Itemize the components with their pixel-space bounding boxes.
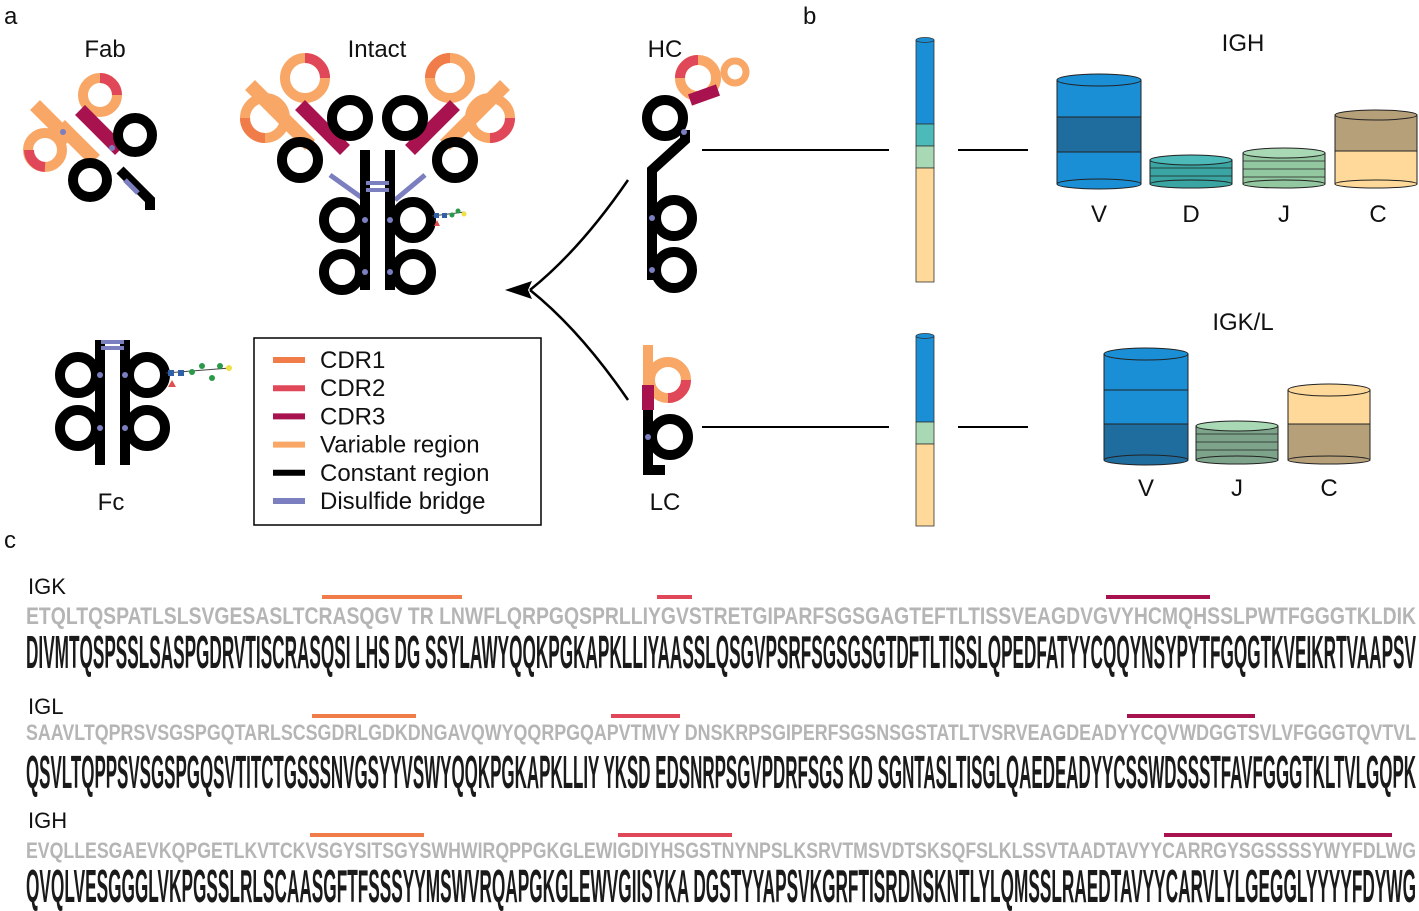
assembly-arrow (505, 179, 630, 401)
intact-diagram (240, 53, 515, 295)
igh-logo-label: IGH (28, 808, 67, 833)
igh-j-cylinder (1242, 147, 1326, 189)
legend-label-5: Disulfide bridge (320, 488, 485, 515)
igl-sequence-logo: SAAVLTQPRSVSGSPGQTARLSCSGDRLGDKDNGAVQWYQ… (26, 720, 1416, 798)
igh-j-label: J (1278, 201, 1290, 228)
heavy-chain-diagram (642, 55, 750, 293)
igk-sequence-logo: ETQLTQSPATLSLSVGESASLTCRASQGV TR LNWFLQR… (26, 603, 1417, 678)
igh-v-label: V (1091, 201, 1107, 228)
igh-c-cylinder (1334, 109, 1418, 189)
igl-logo-top: SAAVLTQPRSVSGSPGQTARLSCSGDRLGDKDNGAVQWYQ… (26, 720, 1416, 745)
panel-label-c: c (4, 527, 16, 554)
fc-title: Fc (98, 489, 125, 516)
igkl-j-cylinder (1195, 420, 1279, 465)
glycan-icon (165, 363, 232, 387)
panel-label-b: b (803, 3, 816, 30)
light-chain-diagram (642, 345, 693, 475)
panel-c: IGK IGL IGH ETQLTQSPATLSLSVGESASLTCRASQG… (26, 574, 1417, 911)
legend-label-1: CDR2 (320, 375, 385, 402)
fab-title: Fab (84, 36, 125, 63)
fc-diagram (55, 340, 232, 465)
panel-b: IGH IGK/L (702, 30, 1418, 527)
igkl-gene-segments: V J C (1103, 347, 1371, 502)
panel-label-a: a (4, 3, 18, 30)
hc-title: HC (648, 36, 683, 63)
igkl-v-label: V (1138, 475, 1154, 502)
panel-a: Fab Intact Fc HC LC (23, 36, 750, 526)
igk-logo-label: IGK (28, 574, 66, 599)
igkl-j-label: J (1231, 475, 1243, 502)
igh-d-cylinder (1149, 154, 1233, 189)
igh-logo-top: EVQLLESGAEVKQPGETLKVTCKVSGYSITSGYSWHWIRQ… (26, 838, 1416, 863)
igl-logo-consensus: QSVLTQPPSVSGSPGQSVTITCTGSSSNVGSYYVSWYQQK… (26, 746, 1416, 798)
legend-label-3: Variable region (320, 432, 480, 459)
igkl-c-cylinder (1287, 383, 1371, 465)
igh-logo-consensus: QVQLVESGGGLVKPGSSLRLSCAASGFTFSSSYYMSWVRQ… (26, 860, 1416, 911)
glycan-icon (431, 208, 467, 226)
lc-gene-bar (915, 333, 935, 527)
intact-title: Intact (348, 36, 407, 63)
fab-diagram (23, 73, 157, 210)
igkl-v-cylinder (1103, 347, 1189, 466)
igh-d-label: D (1182, 201, 1199, 228)
igh-sequence-logo: EVQLLESGAEVKQPGETLKVTCKVSGYSITSGYSWHWIRQ… (26, 838, 1416, 911)
igk-logo-consensus: DIVMTQSPSSLSASPGDRVTISCRASQSI LHS DG SSY… (26, 626, 1416, 678)
igl-logo-label: IGL (28, 694, 63, 719)
igkl-title: IGK/L (1212, 309, 1273, 336)
legend-label-4: Constant region (320, 460, 489, 487)
legend-label-0: CDR1 (320, 347, 385, 374)
igh-title: IGH (1222, 30, 1265, 57)
igk-logo-top: ETQLTQSPATLSLSVGESASLTCRASQGV TR LNWFLQR… (26, 603, 1417, 630)
hc-gene-bar (915, 37, 935, 283)
lc-title: LC (650, 489, 681, 516)
igh-gene-segments: V D J C (1056, 73, 1418, 228)
igh-c-label: C (1369, 201, 1386, 228)
igkl-c-label: C (1320, 475, 1337, 502)
legend-label-2: CDR3 (320, 403, 385, 430)
igh-v-cylinder (1056, 73, 1142, 190)
